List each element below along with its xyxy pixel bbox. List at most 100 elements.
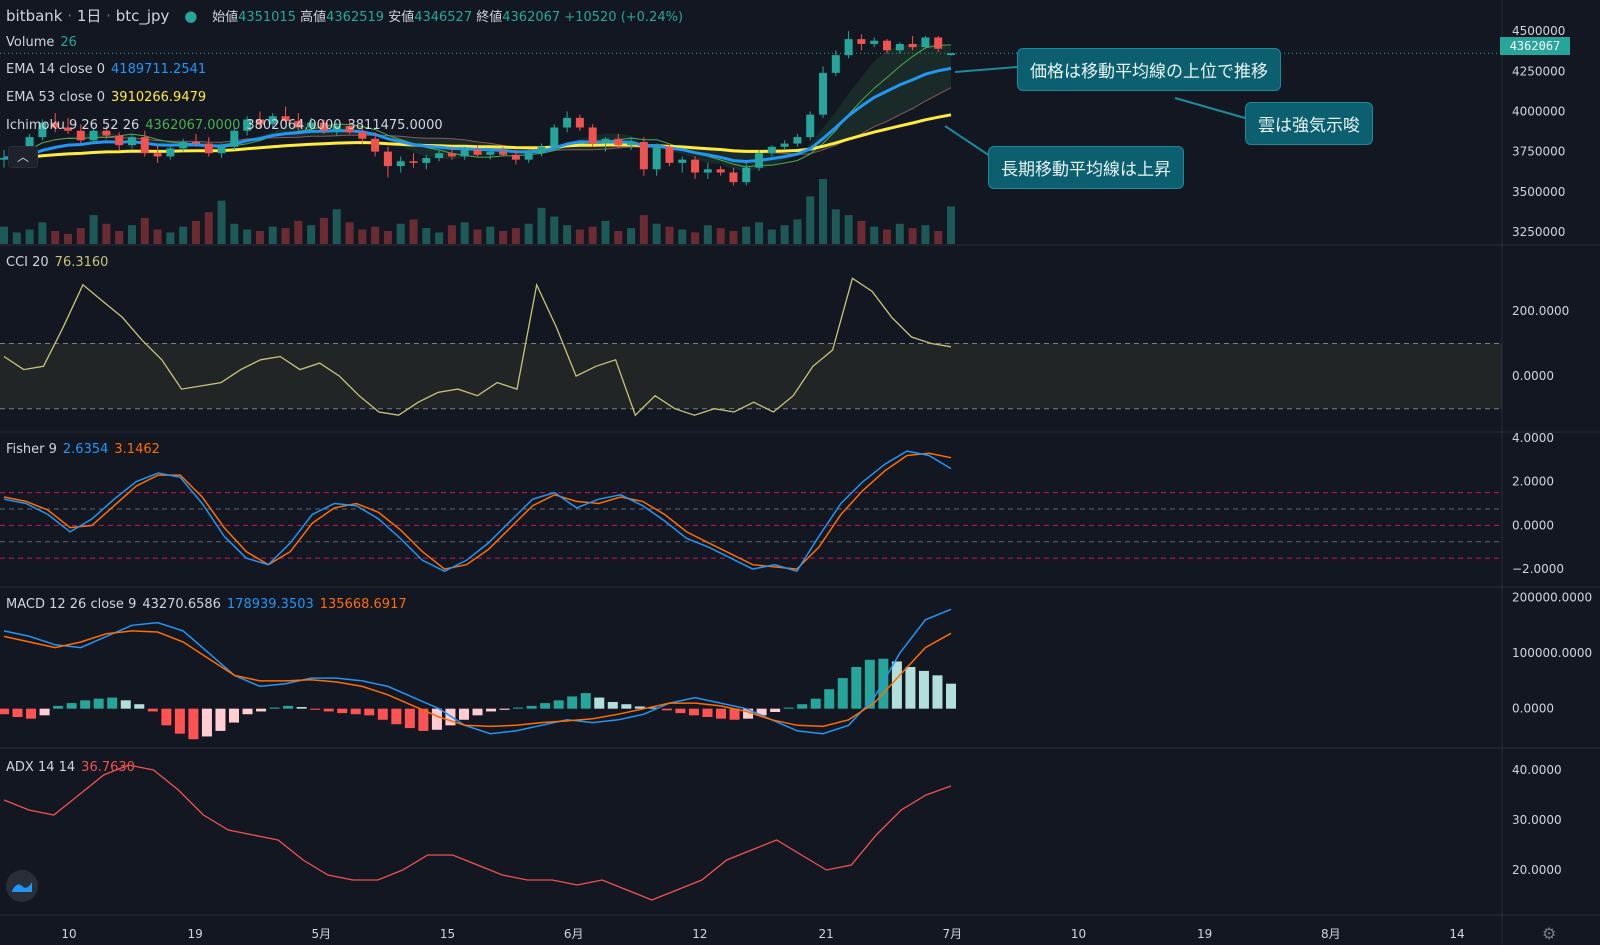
price-axis-tick: 3250000 [1512,225,1565,239]
volume-bar [524,223,533,244]
macd-histogram-bar [377,708,388,720]
macd-histogram-bar [702,708,713,717]
candle-body [486,151,495,155]
volume-bar [140,218,149,244]
volume-bar [550,216,559,244]
candle-body [204,143,213,154]
macd-histogram-bar [607,702,618,709]
candle-body [166,148,175,157]
legend-cci-name: CCI 20 [6,255,49,270]
volume-bar [691,232,700,244]
macd-histogram-bar [729,708,740,720]
volume-bar [25,229,34,244]
volume-bar [486,226,495,244]
adx-axis-tick: 30.0000 [1512,813,1562,827]
callout-above-ma: 価格は移動平均線の上位で推移 [1017,48,1281,91]
fisher-trigger-line [3,452,952,570]
time-axis-tick: 14 [1449,927,1464,941]
macd-histogram-bar [946,683,956,709]
callout-cloud: 雲は強気示唆 [1245,102,1373,145]
volume-bar [870,226,879,244]
volume-bar [0,226,8,244]
exchange-name[interactable]: bitbank [6,7,63,25]
macd-histogram-bar [323,708,334,712]
fisher-axis-tick: 4.0000 [1512,431,1554,445]
legend-ema14-name: EMA 14 close 0 [6,62,106,77]
legend-ema14[interactable]: EMA 14 close 0 4189711.2541 [6,62,212,78]
collapse-legend-button[interactable]: ︿ [8,146,38,168]
legend-macd[interactable]: MACD 12 26 close 9 43270.6586 178939.3503 1… [6,597,413,613]
macd-histogram-bar [797,704,808,709]
interval-label[interactable]: 1日 [76,7,102,25]
volume-bar [921,225,930,244]
candle-body [934,37,943,49]
legend-ema53-name: EMA 53 close 0 [6,90,106,105]
volume-bar [908,228,917,244]
macd-histogram-bar [364,708,375,716]
cci-band [0,343,1502,409]
legend-ichimoku[interactable]: Ichimoku 9 26 52 26 4362067.0000 3802064.0… [6,118,449,134]
volume-bar [895,223,904,244]
time-axis-tick: 5月 [312,927,332,941]
adx-axis-tick: 40.0000 [1512,763,1562,777]
volume-bar [230,223,239,244]
volume-bar [243,229,252,244]
fisher-axis-tick: 2.0000 [1512,475,1554,489]
macd-histogram-bar [93,698,104,709]
volume-bar [204,212,213,244]
candle-body [38,122,47,138]
callout-pointer [1174,97,1246,119]
cci-axis-tick: 200.0000 [1512,304,1569,318]
legend-macd-v1: 43270.6586 [142,597,221,612]
wave-logo-icon [12,882,32,892]
time-axis-tick: 19 [1197,927,1212,941]
candle-body [780,143,789,147]
time-axis-tick: 8月 [1321,927,1341,941]
candle-body [550,127,559,147]
macd-histogram-bar [513,707,524,709]
macd-histogram-bar [864,659,875,709]
legend-adx[interactable]: ADX 14 14 36.7630 [6,760,141,776]
legend-fisher[interactable]: Fisher 9 2.6354 3.1462 [6,442,166,458]
macd-histogram-bar [905,667,916,709]
macd-histogram-bar [418,708,429,731]
legend-cci[interactable]: CCI 20 76.3160 [6,255,114,271]
macd-histogram-bar [310,708,321,710]
legend-volume[interactable]: Volume 26 [6,35,83,51]
macd-histogram-bar [120,700,131,709]
volume-bar [729,231,738,244]
macd-histogram-bar [391,708,402,725]
legend-fisher-name: Fisher 9 [6,442,57,457]
volume-bar [742,226,751,244]
adx-line [3,764,952,901]
macd-histogram-bar [634,706,645,709]
candle-body [844,39,853,56]
candle-body [716,169,725,173]
legend-ichimoku-name: Ichimoku 9 26 52 26 [6,118,140,133]
symbol-name[interactable]: btc_jpy [115,7,170,25]
macd-histogram-bar [891,661,902,709]
low-value: 4346527 [414,10,473,25]
candle-body [575,117,584,128]
volume-bar [179,226,188,244]
candle-body [499,151,508,155]
candle-body [883,40,892,51]
price-axis-tick: 4000000 [1512,104,1565,118]
legend-volume-value: 26 [60,35,77,50]
candle-body [255,119,264,125]
volume-bar [627,228,636,244]
callout-pointer [954,66,1018,73]
candle-body [857,39,866,44]
candle-body [588,127,597,144]
candle-body [332,125,341,131]
brand-logo[interactable] [6,870,38,902]
candle-body [524,153,533,160]
macd-axis-tick: 0.0000 [1512,702,1554,716]
legend-ema53[interactable]: EMA 53 close 0 3910266.9479 [6,90,212,106]
high-value: 4362519 [326,10,385,25]
candle-body [396,161,405,167]
macd-histogram-bar [743,708,754,719]
settings-gear-icon[interactable]: ⚙ [1542,924,1557,943]
